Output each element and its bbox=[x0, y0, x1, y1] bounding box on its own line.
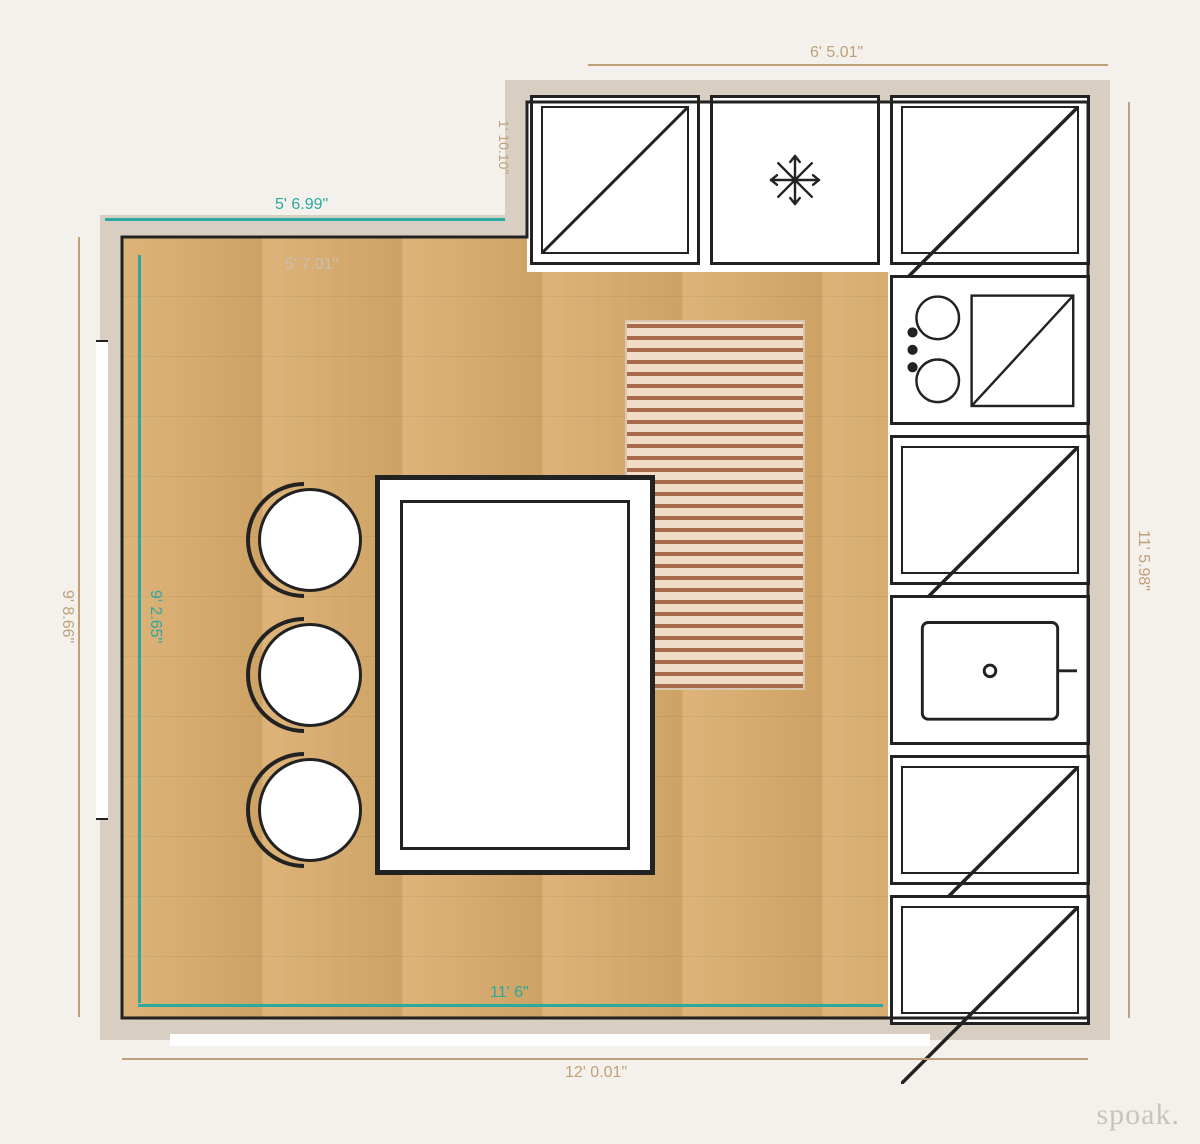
dimline-right bbox=[1128, 102, 1130, 1018]
dim-left-inner: 9' 2.65" bbox=[146, 590, 164, 643]
cabinet-right-5 bbox=[890, 895, 1090, 1025]
fridge bbox=[710, 95, 880, 265]
stove bbox=[890, 275, 1090, 425]
window-left bbox=[96, 340, 108, 820]
dim-top-right: 6' 5.01" bbox=[810, 44, 863, 62]
dimline-left-inner bbox=[138, 255, 141, 1003]
door-bottom bbox=[170, 1034, 930, 1046]
dimline-left-outer bbox=[78, 237, 80, 1017]
cabinet-top-1 bbox=[530, 95, 700, 265]
floor-plan-canvas: 6' 5.01" 5' 6.99" 5' 7.01" 1' 10.10" 11'… bbox=[0, 0, 1200, 1144]
dimline-top-left bbox=[105, 218, 505, 221]
cabinet-right-4 bbox=[890, 755, 1090, 885]
dim-bottom-inner: 11' 6" bbox=[490, 984, 529, 1002]
stool-1 bbox=[252, 482, 368, 598]
dimline-top-right bbox=[588, 64, 1108, 66]
dimline-bottom-outer bbox=[122, 1058, 1088, 1060]
dimline-bottom-inner bbox=[138, 1004, 883, 1007]
sink bbox=[890, 595, 1090, 745]
watermark: spoak. bbox=[1097, 1098, 1181, 1132]
snowflake-icon bbox=[765, 150, 825, 210]
dim-left-outer: 9' 8.66" bbox=[58, 590, 76, 643]
dim-notch: 1' 10.10" bbox=[496, 120, 512, 174]
dim-top-left: 5' 6.99" bbox=[275, 196, 328, 214]
dim-bottom-outer: 12' 0.01" bbox=[565, 1064, 627, 1082]
kitchen-island bbox=[375, 475, 655, 875]
cabinet-top-3 bbox=[890, 95, 1090, 265]
stool-3 bbox=[252, 752, 368, 868]
cabinet-right-2 bbox=[890, 435, 1090, 585]
dim-right: 11' 5.98" bbox=[1134, 530, 1152, 591]
dim-top-grey: 5' 7.01" bbox=[285, 256, 338, 274]
wall-right bbox=[1088, 80, 1110, 1040]
stool-2 bbox=[252, 617, 368, 733]
